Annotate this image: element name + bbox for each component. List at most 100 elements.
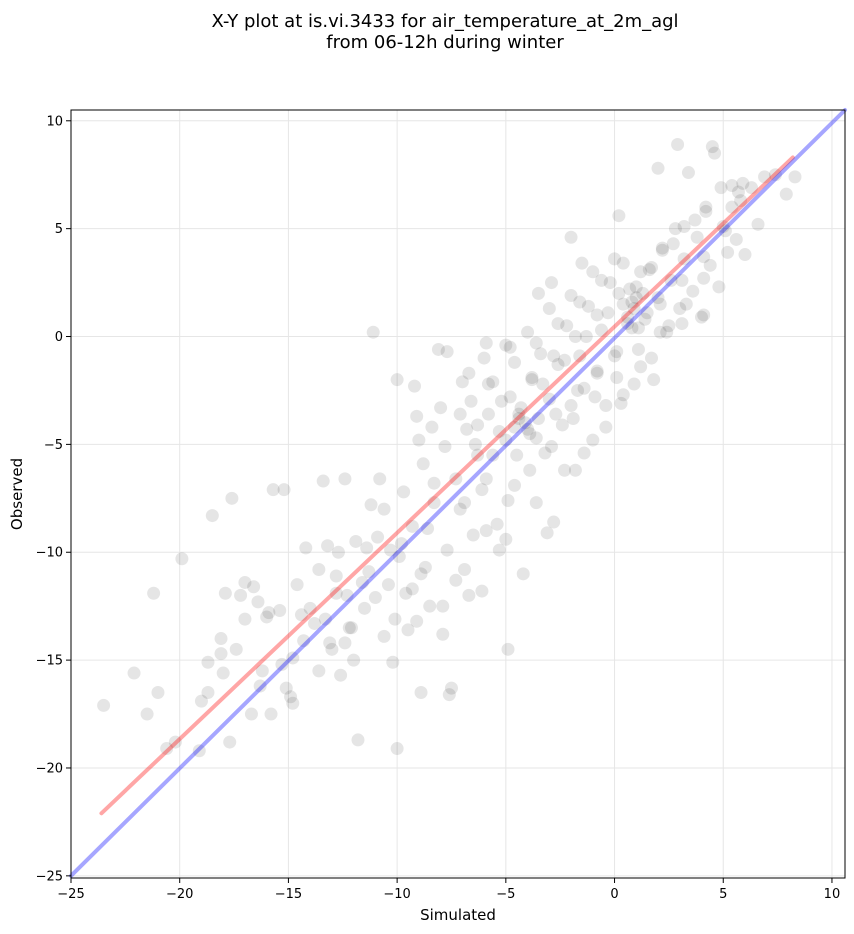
scatter-point xyxy=(238,575,252,589)
scatter-point xyxy=(525,373,539,387)
scatter-point xyxy=(216,666,230,680)
scatter-point xyxy=(788,170,802,184)
scatter-point xyxy=(671,138,685,152)
scatter-point xyxy=(234,588,248,602)
scatter-point xyxy=(594,273,608,287)
scatter-point xyxy=(312,664,326,678)
scatter-point xyxy=(536,377,550,391)
scatter-point xyxy=(499,433,513,447)
scatter-point xyxy=(499,532,513,546)
scatter-point xyxy=(612,209,626,223)
scatter-point xyxy=(349,534,363,548)
scatter-point xyxy=(547,515,561,529)
scatter-point xyxy=(573,349,587,363)
scatter-point xyxy=(695,310,709,324)
scatter-point xyxy=(564,399,578,413)
scatter-point xyxy=(260,610,274,624)
scatter-point xyxy=(423,599,437,613)
scatter-point xyxy=(590,364,604,378)
scatter-point xyxy=(558,353,572,367)
scatter-point xyxy=(440,345,454,359)
scatter-point xyxy=(340,588,354,602)
scatter-point xyxy=(381,578,395,592)
scatter-point xyxy=(568,463,582,477)
scatter-point xyxy=(462,366,476,380)
scatter-point xyxy=(573,295,587,309)
scatter-point xyxy=(738,248,752,262)
scatter-point xyxy=(427,476,441,490)
scatter-point xyxy=(223,735,237,749)
scatter-point xyxy=(362,565,376,579)
scatter-point xyxy=(566,411,580,425)
scatter-point xyxy=(434,401,448,415)
scatter-point xyxy=(579,330,593,344)
scatter-point xyxy=(668,222,682,236)
y-axis-label: Observed xyxy=(8,458,26,530)
scatter-point xyxy=(366,325,380,339)
scatter-point xyxy=(388,612,402,626)
scatter-point xyxy=(616,297,630,311)
scatter-point xyxy=(703,258,717,272)
scatter-point xyxy=(466,528,480,542)
scatter-point xyxy=(147,586,161,600)
scatter-point xyxy=(492,543,506,557)
scatter-point xyxy=(616,256,630,270)
scatter-point xyxy=(731,185,745,199)
scatter-point xyxy=(286,651,300,665)
scatter-point xyxy=(342,621,356,635)
scatter-point xyxy=(410,409,424,423)
scatter-points xyxy=(97,138,802,758)
scatter-point xyxy=(266,483,280,497)
scatter-point xyxy=(218,586,232,600)
scatter-point xyxy=(512,407,526,421)
scatter-point xyxy=(449,573,463,587)
scatter-point xyxy=(721,245,735,259)
scatter-point xyxy=(531,411,545,425)
scatter-point xyxy=(438,440,452,454)
scatter-point xyxy=(318,612,332,626)
x-tick-label: −25 xyxy=(57,887,84,902)
scatter-point xyxy=(758,170,772,184)
scatter-point xyxy=(297,634,311,648)
scatter-point xyxy=(334,668,348,682)
scatter-point xyxy=(421,522,435,536)
scatter-point xyxy=(662,319,676,333)
scatter-point xyxy=(475,584,489,598)
scatter-point xyxy=(481,377,495,391)
scatter-point xyxy=(458,563,472,577)
scatter-point xyxy=(168,735,182,749)
scatter-point xyxy=(368,591,382,605)
scatter-point xyxy=(251,595,265,609)
scatter-point xyxy=(712,280,726,294)
reference-lines xyxy=(69,108,847,878)
scatter-point xyxy=(629,291,643,305)
scatter-point xyxy=(486,375,500,389)
scatter-point xyxy=(431,342,445,356)
scatter-point xyxy=(312,563,326,577)
scatter-point xyxy=(229,642,243,656)
scatter-point xyxy=(397,485,411,499)
scatter-point xyxy=(468,437,482,451)
scatter-point xyxy=(494,394,508,408)
scatter-point xyxy=(516,567,530,581)
scatter-point xyxy=(355,575,369,589)
scatter-point xyxy=(521,325,535,339)
scatter-point xyxy=(714,181,728,195)
scatter-point xyxy=(631,342,645,356)
scatter-point xyxy=(768,168,782,182)
scatter-point xyxy=(612,286,626,300)
scatter-point xyxy=(673,301,687,315)
scatter-point xyxy=(160,742,174,756)
scatter-point xyxy=(544,276,558,290)
scatter-point xyxy=(175,552,189,566)
scatter-point xyxy=(677,219,691,233)
scatter-point xyxy=(392,550,406,564)
scatter-point xyxy=(531,286,545,300)
scatter-point xyxy=(394,537,408,551)
scatter-point xyxy=(414,567,428,581)
scatter-point xyxy=(347,653,361,667)
scatter-point xyxy=(325,642,339,656)
scatter-point xyxy=(277,483,291,497)
scatter-point xyxy=(534,347,548,361)
scatter-point xyxy=(127,666,141,680)
